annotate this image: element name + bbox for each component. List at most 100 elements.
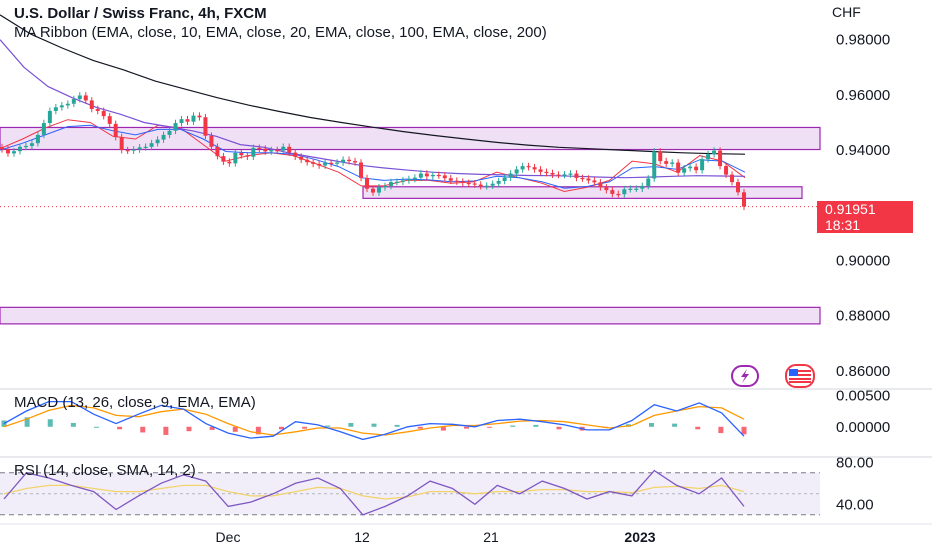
candle-body [478,184,483,187]
ma-ribbon [0,14,746,193]
candle-body [335,162,340,164]
candle-body [400,180,405,182]
candle-body [359,162,364,178]
candle-body [484,185,489,187]
price-tick-label: 0.94000 [836,142,890,159]
candle-body [526,166,531,168]
candle-body [460,181,465,183]
candle-body [682,168,687,173]
candle-body [712,150,717,155]
candle-body [628,188,633,190]
candle-body [155,139,160,144]
price-tick-label: 0.98000 [836,32,890,49]
candle-body [736,182,741,193]
candle-body [77,95,82,100]
macd-histogram-bar [255,426,261,435]
candle-body [65,103,70,106]
candle-body [544,171,549,174]
macd-histogram-bar [325,425,331,427]
candle-body [29,143,34,146]
candle-body [436,174,441,177]
candle-body [293,152,298,157]
candle-body [119,137,124,151]
candle-body [508,173,513,178]
macd-histogram-bar [117,426,123,430]
macd-histogram-bar [24,417,30,427]
ema-line-ema20 [0,124,746,189]
macd-histogram-bar [440,426,446,431]
price-tick-label: 0.90000 [836,252,890,269]
macd-histogram-bar [70,423,76,427]
candle-body [496,180,501,184]
macd-histogram-bar [94,426,99,428]
candle-body [251,147,256,157]
candle-body [53,107,58,111]
candle-body [35,134,40,144]
candle-body [5,149,10,154]
candle-body [424,173,429,177]
candle-body [706,154,711,160]
candle-body [167,130,172,135]
candle-body [688,166,693,169]
price-axis[interactable]: 0.98000 0.96000 0.94000 0.90000 0.88000 0.860… [836,32,890,380]
macd-line [3,400,745,441]
macd-histogram-bar [348,423,354,427]
candle-body [161,134,166,140]
candle-body [394,181,399,184]
macd-histogram-bar [533,424,539,427]
candle-body [538,169,543,172]
candle-body [287,146,292,153]
macd-histogram-bar [47,419,53,427]
candle-body [730,174,735,183]
support-resistance-zones [0,126,821,325]
candle-body [562,174,567,176]
macd-histogram-bar [163,426,169,435]
macd-histogram-bar [232,426,238,432]
rsi-line [3,469,745,516]
candle-body [406,179,411,181]
candle-body [227,161,232,164]
macd-histogram-bar [718,426,724,434]
candle-body [670,162,675,164]
macd-histogram-bar [209,426,215,430]
macd-histogram-bar [186,426,192,432]
candle-body [412,177,417,180]
candle-body [580,177,585,180]
candle-body [173,123,178,131]
candle-body [323,162,328,166]
candle-body [502,177,507,181]
candle-body [466,182,471,185]
candle-body [215,146,220,157]
candle-body [233,152,238,164]
rsi-pane: 80.00 40.00 [0,454,874,516]
candle-body [329,162,334,164]
candle-body [311,162,316,164]
candle-body [472,183,477,185]
candle-body [382,185,387,188]
candle-body [353,161,358,163]
macd-histogram-bar [487,426,493,428]
candle-body [179,119,184,124]
candle-body [448,178,453,181]
candle-body [442,175,447,179]
candle-body [269,150,274,152]
price-tick-label: 0.96000 [836,87,890,104]
macd-histogram-bar [741,426,747,435]
candle-body [418,173,423,178]
time-axis[interactable]: Dec 12 21 2023 [216,529,656,545]
candle-body [191,115,196,122]
candle-body [47,110,52,124]
candle-body [514,169,519,174]
candle-body [604,187,609,191]
candle-body [568,173,573,175]
candle-body [676,162,681,173]
candle-body [742,192,746,207]
candle-body [622,189,627,195]
candle-body [586,178,591,181]
candle-body [83,95,88,101]
candle-body [700,159,705,171]
candle-body [610,190,615,194]
candle-body [388,182,393,186]
candle-body [299,156,304,160]
